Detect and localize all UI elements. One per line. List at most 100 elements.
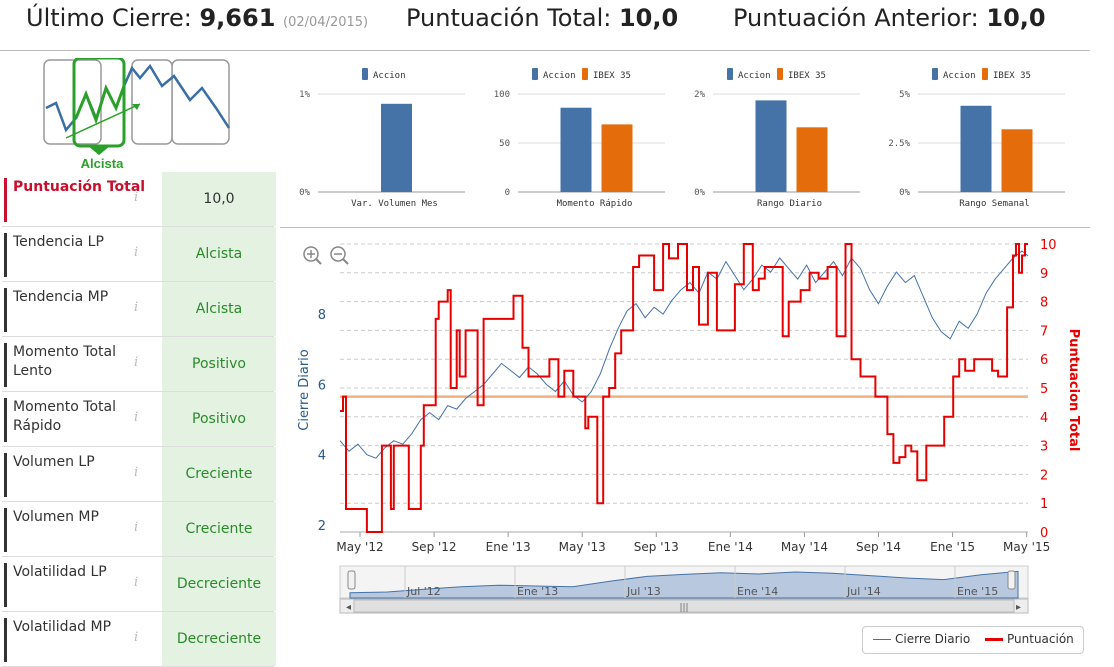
info-icon[interactable]: i: [134, 190, 139, 205]
mini-bar-chart: 0% 2% Accion IBEX 35 Rango Diario: [694, 68, 860, 209]
y-tick-label: 0: [505, 188, 510, 198]
mini-bar-chart: 0% 2.5% 5% Accion IBEX 35 Rango Semanal: [888, 68, 1065, 209]
indicator-panel: Alcista Puntuación Total i 10,0 Tendencia L…: [0, 52, 276, 667]
x-tick-label: May '15: [1003, 540, 1050, 554]
legend-label: Accion: [738, 71, 771, 81]
info-icon[interactable]: i: [134, 355, 139, 370]
indicator-label: Volatilidad MP: [4, 618, 154, 662]
indicator-label: Tendencia LP: [4, 233, 154, 277]
indicator-value: Creciente: [162, 502, 276, 556]
indicator-value: Alcista: [162, 227, 276, 281]
zoom-out-circle[interactable]: [330, 246, 346, 262]
x-axis-label: Rango Diario: [757, 199, 822, 209]
bar: [796, 127, 828, 192]
indicator-row: Volumen LP i Creciente: [2, 447, 276, 502]
indicator-label: Volumen LP: [4, 453, 154, 497]
y-tick-label: 0%: [694, 188, 705, 198]
navigator-left-handle[interactable]: [347, 570, 356, 590]
scroll-left-arrow: ◂: [346, 602, 351, 613]
legend-swatch: [777, 68, 783, 80]
info-icon[interactable]: i: [134, 245, 139, 260]
x-tick-label: May '14: [781, 540, 828, 554]
bar: [960, 105, 992, 192]
mini-charts: 0% 1% Accion Var. Volumen Mes 0 50 100 Accion IB…: [280, 52, 1090, 228]
y-tick-label: 5%: [899, 90, 910, 100]
legend-swatch: [582, 68, 588, 80]
scrollbar-thumb[interactable]: [353, 599, 1015, 613]
trend-icon: Alcista: [43, 58, 231, 171]
y-left-tick-label: 4: [318, 449, 326, 464]
trend-label: Alcista: [81, 156, 124, 171]
indicator-row: Puntuación Total i 10,0: [2, 172, 276, 227]
legend-score-swatch: [985, 638, 1003, 641]
bar: [381, 103, 412, 192]
previous-score-value: 10,0: [986, 4, 1046, 32]
indicator-label: Puntuación Total: [4, 178, 154, 222]
y-right-tick-label: 3: [1040, 440, 1048, 455]
indicator-label: Momento Total Rápido: [4, 398, 154, 442]
y-left-tick-label: 8: [318, 308, 326, 323]
legend-swatch: [362, 68, 368, 80]
indicator-value: Positivo: [162, 337, 276, 391]
navigator-right-handle[interactable]: [1007, 570, 1016, 590]
legend-swatch: [727, 68, 733, 80]
y-right-tick-label: 5: [1040, 382, 1048, 397]
info-icon[interactable]: i: [134, 300, 139, 315]
y-right-axis-title: Puntuacion Total: [1066, 329, 1081, 452]
y-tick-label: 100: [494, 90, 510, 100]
indicator-label: Volumen MP: [4, 508, 154, 552]
info-icon[interactable]: i: [134, 630, 139, 645]
indicator-value: Creciente: [162, 447, 276, 501]
legend-close-swatch: [873, 639, 891, 640]
legend-label: IBEX 35: [788, 71, 826, 81]
info-icon[interactable]: i: [134, 575, 139, 590]
zoom-in-circle[interactable]: [303, 246, 319, 262]
legend-label: Accion: [943, 71, 976, 81]
y-right-tick-label: 1: [1040, 497, 1048, 512]
y-tick-label: 50: [499, 139, 510, 149]
info-icon[interactable]: i: [134, 520, 139, 535]
info-icon[interactable]: i: [134, 410, 139, 425]
main-chart: 0 1 2 3 4 5 6 7 8 9 10 2 4 6 8 May '12 Sep '12 Ene '13 May…: [297, 238, 1081, 614]
x-axis-label: Momento Rápido: [557, 199, 633, 209]
zoom-out-handle[interactable]: [342, 258, 349, 265]
last-close-label: Último Cierre:: [26, 4, 192, 32]
legend-label: IBEX 35: [993, 71, 1031, 81]
legend-swatch: [532, 68, 538, 80]
y-right-tick-label: 6: [1040, 353, 1048, 368]
x-tick-label: Sep '12: [412, 540, 457, 554]
y-tick-label: 0%: [899, 188, 910, 198]
indicator-row: Momento Total Lento i Positivo: [2, 337, 276, 392]
indicator-row: Momento Total Rápido i Positivo: [2, 392, 276, 447]
indicator-value: 10,0: [162, 172, 276, 226]
x-tick-label: Ene '15: [930, 540, 975, 554]
previous-score: Puntuación Anterior: 10,0: [733, 4, 1046, 32]
navigator-tick-label: Ene '15: [957, 585, 998, 598]
x-tick-label: Ene '14: [708, 540, 753, 554]
last-close-value: 9,661: [199, 4, 276, 32]
indicator-value: Alcista: [162, 282, 276, 336]
y-right-tick-label: 8: [1040, 296, 1048, 311]
zoom-out-icon[interactable]: ⊖: [330, 246, 349, 265]
header: Último Cierre: 9,661 (02/04/2015) Puntua…: [0, 0, 1090, 51]
legend-close-label[interactable]: Cierre Diario: [895, 632, 971, 646]
bar: [560, 107, 592, 192]
indicator-label: Momento Total Lento: [4, 343, 154, 387]
indicator-row: Volatilidad LP i Decreciente: [2, 557, 276, 612]
mini-bar-chart: 0% 1% Accion Var. Volumen Mes: [299, 68, 465, 209]
chart-legend: Cierre Diario Puntuación: [862, 626, 1084, 654]
zoom-in-icon[interactable]: ⊕: [303, 246, 322, 265]
y-tick-label: 2.5%: [888, 139, 910, 149]
navigator-area: [349, 570, 1019, 599]
legend-score-label[interactable]: Puntuación: [1007, 632, 1074, 646]
y-tick-label: 1%: [299, 90, 310, 100]
y-right-tick-label: 9: [1040, 267, 1048, 282]
indicator-row: Tendencia MP i Alcista: [2, 282, 276, 337]
info-icon[interactable]: i: [134, 465, 139, 480]
navigator-tick-label: Jul '14: [846, 585, 881, 598]
x-axis-label: Var. Volumen Mes: [351, 199, 438, 209]
navigator-tick-label: Jul '13: [626, 585, 661, 598]
legend-swatch: [932, 68, 938, 80]
zoom-in-handle[interactable]: [315, 258, 322, 265]
scroll-grip: |||: [679, 603, 688, 613]
